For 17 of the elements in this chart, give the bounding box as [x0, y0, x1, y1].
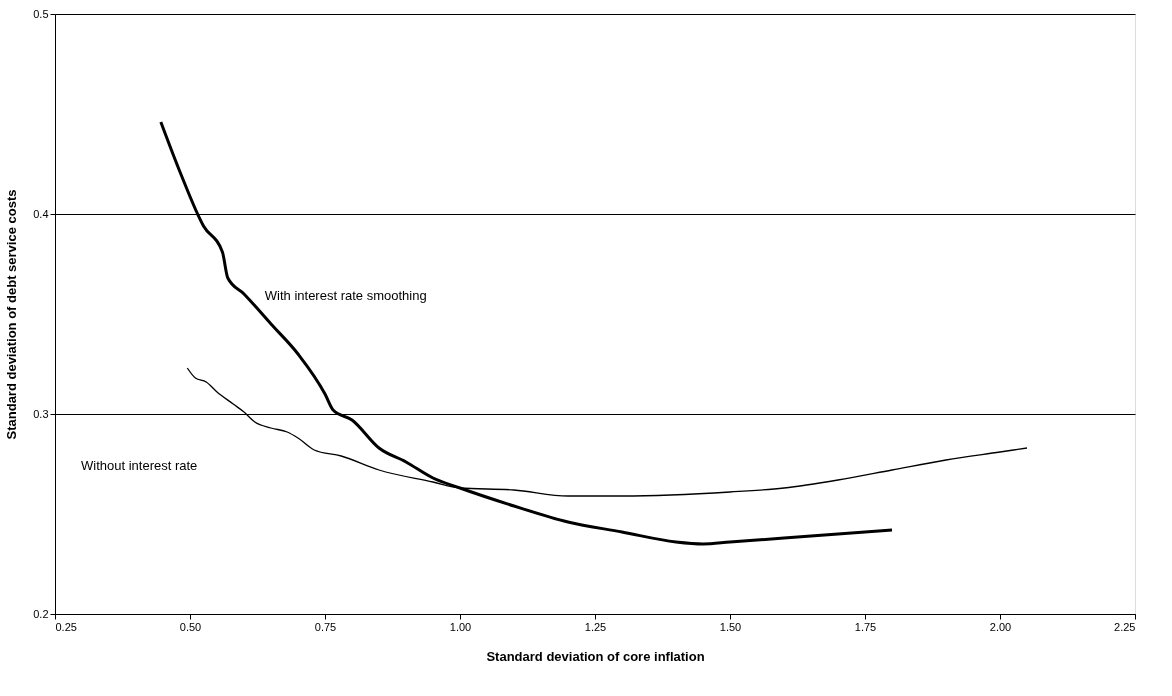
x-tick-label: 1.00 — [449, 620, 472, 633]
y-tick-label: 0.3 — [33, 407, 49, 420]
annotation: Without interest rate — [81, 458, 198, 473]
series-label: With interest rate smoothing — [264, 288, 427, 303]
x-tick-label: 0.25 — [55, 620, 77, 633]
x-tick-label: 1.75 — [854, 620, 877, 633]
y-tick-label: 0.5 — [33, 7, 49, 20]
x-tick-label: 1.25 — [584, 620, 607, 633]
x-tick-label: 2.25 — [1114, 620, 1136, 633]
x-tick-label: 2.00 — [989, 620, 1012, 633]
x-axis-title: Standard deviation of core inflation — [486, 648, 705, 664]
x-tick-label: 1.50 — [719, 620, 742, 633]
x-tick-label: 0.75 — [314, 620, 337, 633]
y-axis-title: Standard deviation of debt service costs — [4, 189, 20, 440]
y-tick-label: 0.4 — [33, 207, 49, 220]
y-tick-label: 0.2 — [33, 607, 49, 620]
x-tick-label: 0.50 — [179, 620, 202, 633]
